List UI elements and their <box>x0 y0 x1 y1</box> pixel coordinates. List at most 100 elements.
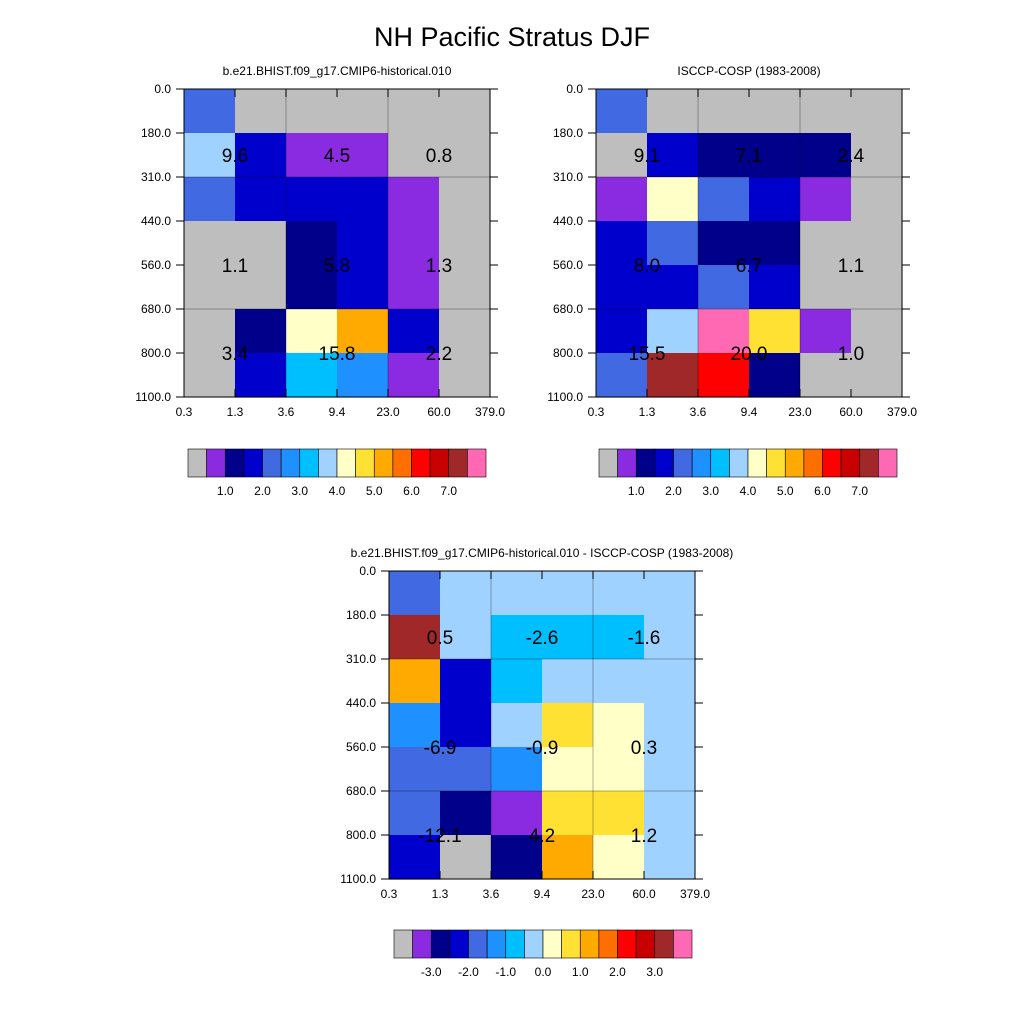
obs-annotation-3: 8.0 <box>634 256 660 277</box>
model-cell-r6-c5 <box>439 353 491 398</box>
model-colorbar-label-5: 6.0 <box>403 484 420 498</box>
model-ytick-label-6: 800.0 <box>141 346 171 360</box>
model-colorbar-box-5 <box>280 448 301 478</box>
diff-cell-r2-c1 <box>440 659 492 704</box>
obs-cell-r5-c3 <box>749 309 801 354</box>
diff-colorbar-box-8 <box>542 929 562 959</box>
obs-cell-r1-c2 <box>698 133 750 178</box>
model-cell-r2-c5 <box>439 177 491 222</box>
model-cell-r3-c2 <box>286 221 338 266</box>
model-cell-r4-c1 <box>235 265 287 310</box>
obs-colorbar-label-1: 2.0 <box>665 484 682 498</box>
model-title: b.e21.BHIST.f09_g17.CMIP6-historical.010 <box>223 64 452 78</box>
obs-colorbar-label-6: 7.0 <box>851 484 868 498</box>
diff-cell-r4-c4 <box>593 747 645 792</box>
model-colorbar-label-2: 3.0 <box>291 484 308 498</box>
diff-annotation-5: 0.3 <box>631 738 657 759</box>
model-cell-r2-c4 <box>388 177 440 222</box>
diff-xtick-label-6: 379.0 <box>680 887 710 901</box>
model-cell-r6-c2 <box>286 353 338 398</box>
obs-colorbar-box-11 <box>803 448 823 478</box>
model-ytick-label-4: 560.0 <box>141 258 171 272</box>
obs-colorbar-box-12 <box>822 448 842 478</box>
diff-cell-r2-c4 <box>593 659 645 704</box>
model-annotation-5: 1.3 <box>426 256 452 277</box>
model-annotation-2: 0.8 <box>426 146 452 167</box>
diff-cell-r3-c4 <box>593 703 645 748</box>
diff-cell-r1-c5 <box>644 615 696 660</box>
obs-cell-r2-c2 <box>698 177 750 222</box>
model-cell-r2-c2 <box>286 177 338 222</box>
diff-colorbar-label-5: 2.0 <box>609 965 626 979</box>
diff-colorbar-label-1: -2.0 <box>458 965 479 979</box>
model-cell-r4-c3 <box>337 265 389 310</box>
diff-cell-r0-c2 <box>491 571 543 616</box>
obs-cell-r3-c5 <box>851 221 903 266</box>
obs-cell-r4-c2 <box>698 265 750 310</box>
model-xtick-label-6: 379.0 <box>475 405 505 419</box>
obs-colorbar-label-3: 4.0 <box>740 484 757 498</box>
model-cell-r1-c2 <box>286 133 338 178</box>
diff-cell-r2-c5 <box>644 659 696 704</box>
diff-annotation-6: -12.1 <box>418 826 461 847</box>
diff-xtick-label-0: 0.3 <box>381 887 398 901</box>
model-cell-r3-c0 <box>184 221 236 266</box>
diff-colorbar-box-13 <box>635 929 656 959</box>
obs-cell-r6-c1 <box>647 353 699 398</box>
obs-cell-r3-c0 <box>596 221 648 266</box>
obs-cell-r4-c1 <box>647 265 699 310</box>
diff-cell-r3-c1 <box>440 703 492 748</box>
diff-cell-r2-c0 <box>389 659 441 704</box>
obs-colorbar-box-4 <box>673 448 693 478</box>
diff-cell-r4-c2 <box>491 747 543 792</box>
obs-annotation-1: 7.1 <box>736 146 762 167</box>
obs-colorbar-label-0: 1.0 <box>628 484 645 498</box>
diff-cell-r6-c1 <box>440 835 492 880</box>
diff-cell-r3-c0 <box>389 703 441 748</box>
model-cell-r4-c5 <box>439 265 491 310</box>
obs-colorbar-box-9 <box>766 448 786 478</box>
diff-colorbar-box-6 <box>505 929 525 959</box>
obs-cell-r6-c4 <box>800 353 852 398</box>
obs-colorbar-box-10 <box>784 448 805 478</box>
diff-cell-r4-c3 <box>542 747 594 792</box>
model-colorbar-box-8 <box>336 448 356 478</box>
obs-cell-r2-c0 <box>596 177 648 222</box>
obs-colorbar-label-4: 5.0 <box>777 484 794 498</box>
model-colorbar-label-1: 2.0 <box>254 484 271 498</box>
diff-cell-r5-c0 <box>389 791 441 836</box>
diff-cell-r6-c4 <box>593 835 645 880</box>
obs-colorbar-box-8 <box>747 448 767 478</box>
model-colorbar-box-2 <box>224 448 245 478</box>
diff-cell-r3-c2 <box>491 703 543 748</box>
obs-cell-r5-c1 <box>647 309 699 354</box>
obs-colorbar-box-7 <box>729 448 749 478</box>
diff-annotation-4: -0.9 <box>526 738 559 759</box>
diff-cell-r2-c2 <box>491 659 543 704</box>
obs-ytick-label-7: 1100.0 <box>547 390 583 404</box>
model-cell-r2-c0 <box>184 177 236 222</box>
diff-cell-r6-c2 <box>491 835 543 880</box>
model-xtick-label-3: 9.4 <box>329 405 346 419</box>
model-cell-r3-c1 <box>235 221 287 266</box>
model-colorbar-box-6 <box>299 448 319 478</box>
model-colorbar-box-13 <box>429 448 450 478</box>
model-cell-r5-c1 <box>235 309 287 354</box>
obs-colorbar-box-3 <box>654 448 674 478</box>
model-xtick-label-2: 3.6 <box>278 405 295 419</box>
obs-xtick-label-2: 3.6 <box>690 405 707 419</box>
diff-cell-r5-c2 <box>491 791 543 836</box>
obs-annotation-2: 2.4 <box>838 146 865 167</box>
diff-annotation-0: 0.5 <box>427 628 453 649</box>
diff-xtick-label-3: 9.4 <box>534 887 551 901</box>
obs-colorbar-label-5: 6.0 <box>814 484 831 498</box>
obs-cell-r5-c0 <box>596 309 648 354</box>
model-colorbar-box-3 <box>243 448 263 478</box>
model-annotation-7: 15.8 <box>319 344 356 365</box>
model-cell-r0-c5 <box>439 89 491 134</box>
model-xtick-label-5: 60.0 <box>427 405 451 419</box>
model-cell-r0-c2 <box>286 89 338 134</box>
model-ytick-label-2: 310.0 <box>141 170 171 184</box>
diff-cell-r0-c1 <box>440 571 492 616</box>
